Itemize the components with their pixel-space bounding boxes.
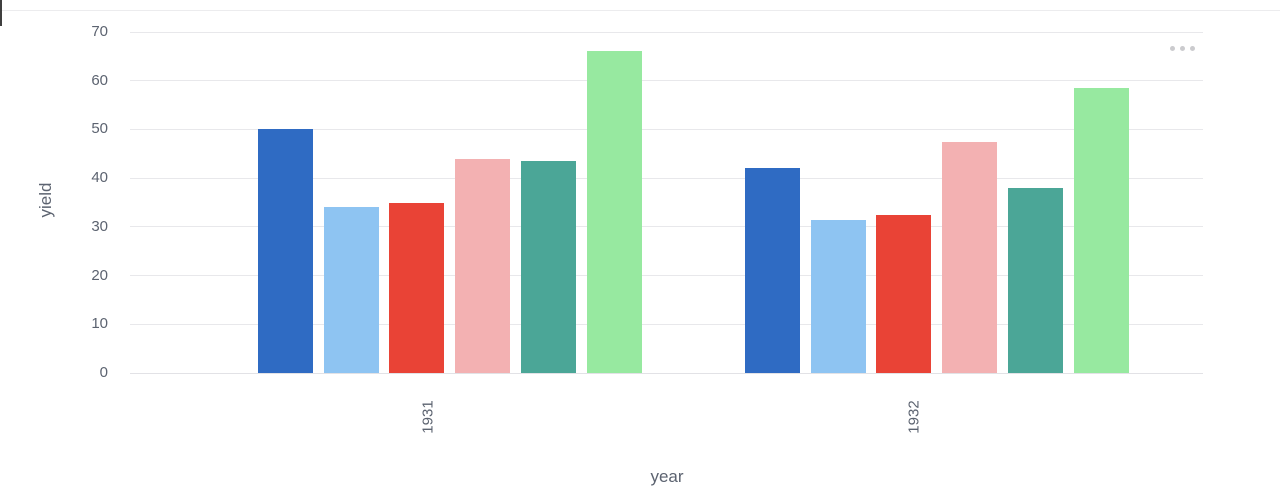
x-tick-label: 1932 — [905, 400, 923, 434]
bar-red-1932 — [876, 214, 932, 373]
bar-blue-1931 — [258, 129, 313, 373]
y-axis-title: yield — [36, 182, 55, 218]
bar-blue-1932 — [745, 168, 800, 373]
window-edge-mark — [0, 0, 2, 26]
bar-light-blue-1932 — [810, 219, 866, 373]
bar-pink-1932 — [942, 141, 998, 373]
chart-actions-menu-button[interactable] — [1158, 36, 1206, 60]
y-tick-label: 30 — [91, 217, 108, 235]
gridline — [130, 31, 1203, 33]
x-axis-title: year — [650, 467, 684, 486]
y-tick-label: 50 — [91, 120, 108, 138]
gridline — [130, 323, 1203, 325]
x-axis-line — [130, 372, 1203, 374]
ellipsis-icon — [1169, 45, 1175, 51]
bar-green-1932 — [1073, 88, 1129, 373]
gridline — [130, 226, 1203, 228]
gridline — [130, 80, 1203, 82]
bar-teal-1931 — [520, 161, 576, 373]
bar-green-1931 — [586, 51, 642, 373]
ellipsis-icon — [1179, 45, 1185, 51]
bar-light-blue-1931 — [323, 207, 379, 373]
gridline — [130, 275, 1203, 277]
gridline — [130, 128, 1203, 130]
y-tick-label: 10 — [91, 315, 108, 333]
bar-teal-1932 — [1007, 187, 1063, 373]
y-tick-label: 0 — [99, 364, 108, 381]
top-divider-line — [0, 10, 1280, 11]
bar-red-1931 — [389, 202, 445, 373]
y-tick-label: 60 — [91, 71, 108, 89]
bar-pink-1931 — [455, 158, 511, 373]
ellipsis-icon — [1189, 45, 1195, 51]
gridline — [130, 177, 1203, 179]
x-tick-label: 1931 — [419, 400, 437, 434]
y-tick-label: 20 — [91, 266, 108, 284]
y-tick-label: 70 — [91, 23, 108, 40]
y-tick-label: 40 — [91, 169, 108, 187]
